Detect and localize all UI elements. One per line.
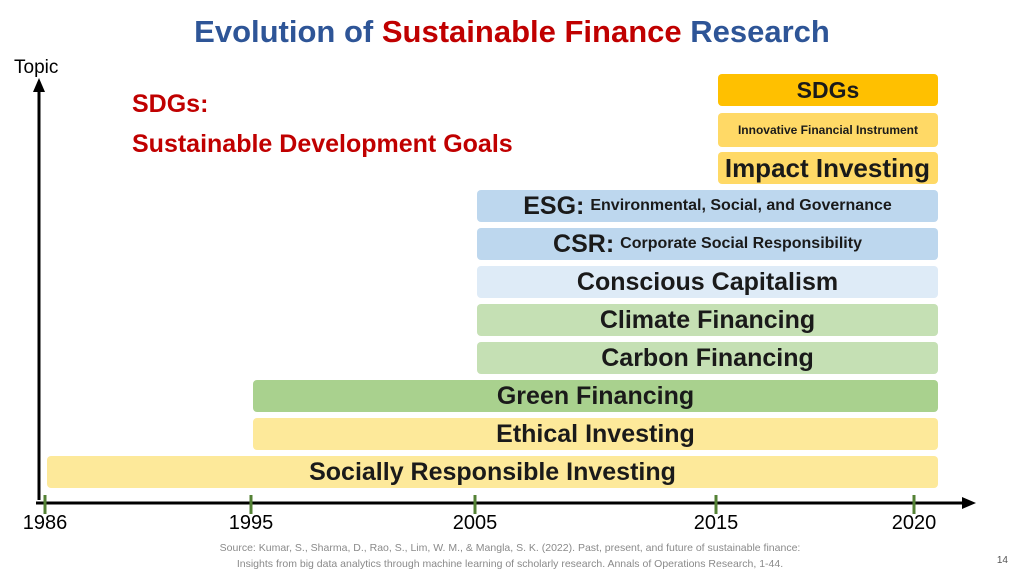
bar-conscious-capitalism: Conscious Capitalism [477,266,938,298]
source-line-2: Insights from big data analytics through… [236,558,784,570]
source-line-1: Source: Kumar, S., Sharma, D., Rao, S., … [219,542,801,554]
bar-climate-financing: Climate Financing [477,304,938,336]
bar-ethical-investing: Ethical Investing [253,418,938,450]
definition-term: SDGs: [132,90,209,118]
title-part2: Research [681,14,830,49]
x-axis-arrow [962,497,976,509]
slide-title: Evolution of Sustainable Finance Researc… [0,14,1024,50]
bar-impact-investing: Impact Investing [718,152,938,184]
bar-green-financing: Green Financing [253,380,938,412]
definition-text: Sustainable Development Goals [132,130,513,158]
year-label-2020: 2020 [891,512,937,534]
year-label-1995: 1995 [228,512,274,534]
bar-sdgs: SDGs [718,74,938,106]
year-label-2005: 2005 [452,512,498,534]
bar-innovative-financial-instrument: Innovative Financial Instrument [718,113,938,147]
x-axis-ticks [43,495,916,514]
bar-csr: CSR: Corporate Social Responsibility [477,228,938,260]
bar-esg: ESG: Environmental, Social, and Governanc… [477,190,938,222]
year-label-1986: 1986 [22,512,68,534]
title-accent: Sustainable Finance [381,14,682,49]
y-axis-arrow [33,78,45,92]
source-citation: Source: Kumar, S., Sharma, D., Rao, S., … [160,540,860,572]
bar-carbon-financing: Carbon Financing [477,342,938,374]
year-label-2015: 2015 [693,512,739,534]
y-axis-label: Topic [14,57,59,78]
bar-socially-responsible-investing: Socially Responsible Investing [47,456,938,488]
page-number: 14 [996,555,1008,566]
title-part1: Evolution of [194,14,382,49]
